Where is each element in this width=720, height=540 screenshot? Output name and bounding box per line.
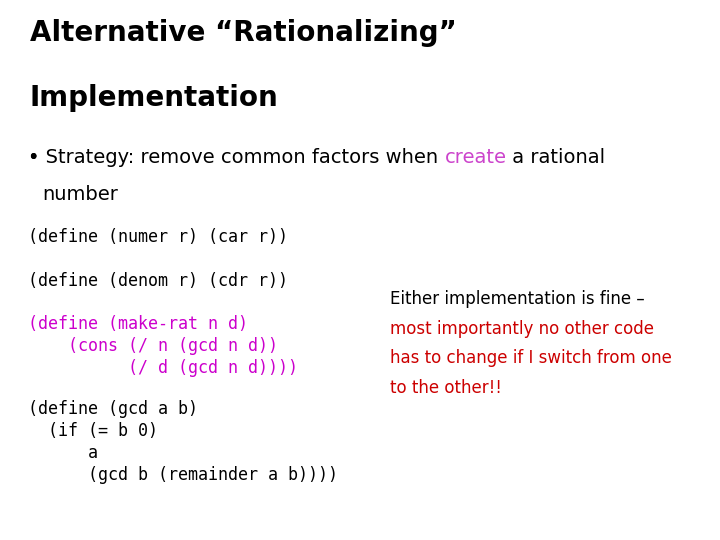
Text: (/ d (gcd n d)))): (/ d (gcd n d)))) <box>28 359 298 377</box>
Text: a: a <box>28 444 98 462</box>
Text: Implementation: Implementation <box>30 84 279 112</box>
Text: (define (make-rat n d): (define (make-rat n d) <box>28 315 248 333</box>
Text: • Strategy: remove common factors when: • Strategy: remove common factors when <box>28 148 444 167</box>
Text: (if (= b 0): (if (= b 0) <box>28 422 158 440</box>
Text: to the other!!: to the other!! <box>390 379 502 397</box>
Text: (define (numer r) (car r)): (define (numer r) (car r)) <box>28 228 288 246</box>
Text: (cons (/ n (gcd n d)): (cons (/ n (gcd n d)) <box>28 337 278 355</box>
Text: a rational: a rational <box>506 148 606 167</box>
Text: most importantly no other code: most importantly no other code <box>390 320 654 338</box>
Text: Either implementation is fine –: Either implementation is fine – <box>390 290 644 308</box>
Text: (gcd b (remainder a b)))): (gcd b (remainder a b)))) <box>28 466 338 484</box>
Text: (define (denom r) (cdr r)): (define (denom r) (cdr r)) <box>28 272 288 290</box>
Text: Alternative “Rationalizing”: Alternative “Rationalizing” <box>30 19 457 47</box>
Text: •: • <box>28 148 45 167</box>
Text: number: number <box>42 185 118 204</box>
Text: create: create <box>444 148 506 167</box>
Text: has to change if I switch from one: has to change if I switch from one <box>390 349 672 367</box>
Text: (define (gcd a b): (define (gcd a b) <box>28 400 198 418</box>
